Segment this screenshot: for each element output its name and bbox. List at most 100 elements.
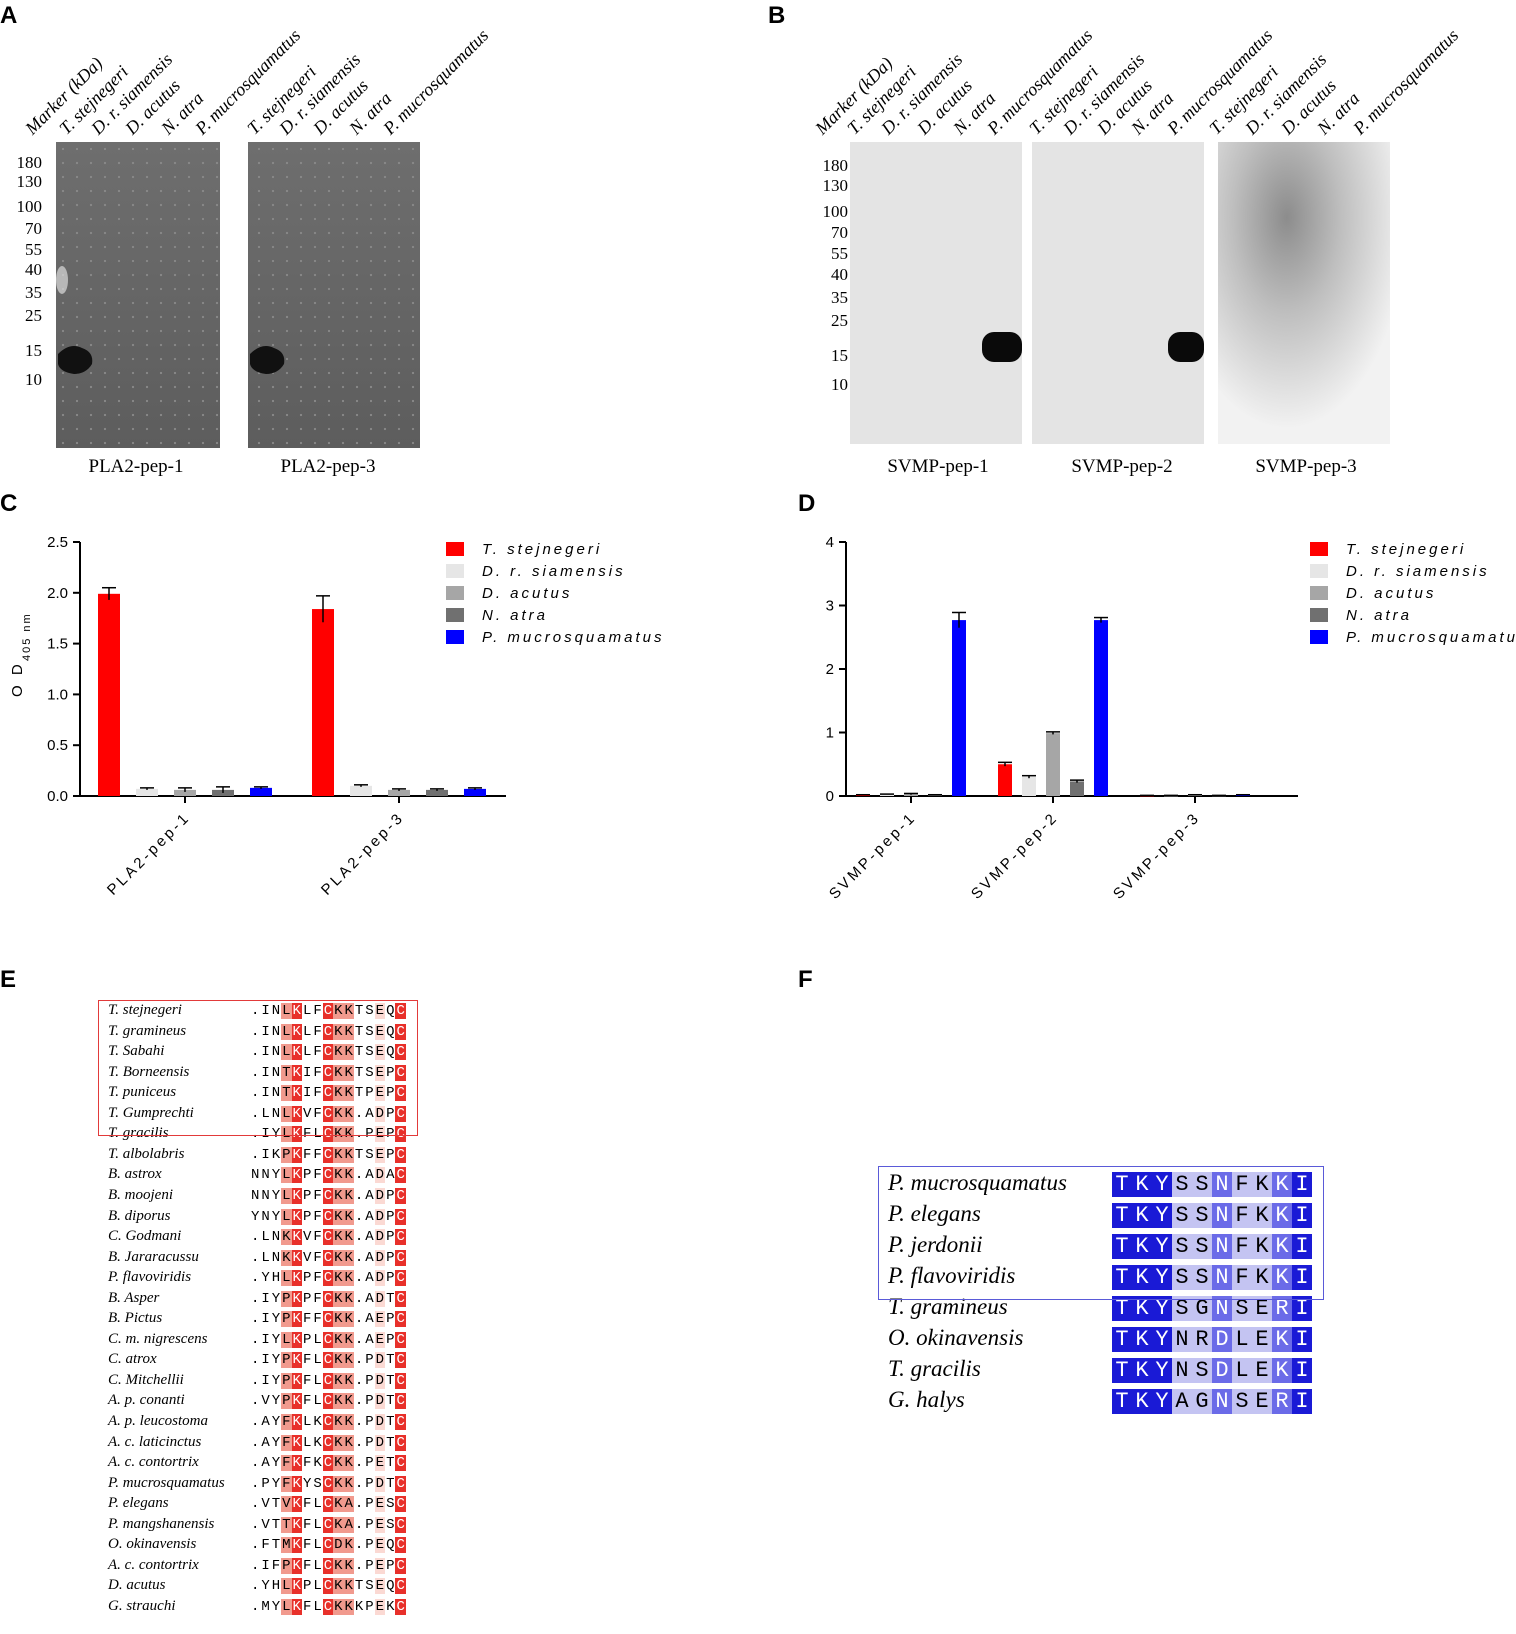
residue: P xyxy=(365,1475,374,1492)
residue: K xyxy=(313,1414,322,1430)
residue: E xyxy=(374,1085,386,1102)
residue: L xyxy=(281,1208,292,1225)
residue: Y xyxy=(271,1208,281,1225)
bar xyxy=(952,620,966,796)
residue: T xyxy=(281,1516,292,1533)
residue: T xyxy=(354,1578,364,1595)
legend-label: N. atra xyxy=(1346,607,1412,624)
residue: L xyxy=(261,1249,270,1266)
residue: Y xyxy=(271,1331,281,1348)
residue: Y xyxy=(271,1414,281,1430)
residue: N xyxy=(271,1044,281,1061)
residue: . xyxy=(354,1311,364,1328)
species-name: A. c. contortrix xyxy=(108,1454,199,1471)
residue: K xyxy=(343,1126,354,1143)
residue: L xyxy=(302,1414,312,1430)
residue: N xyxy=(271,1064,281,1081)
residue: E xyxy=(374,1044,386,1061)
bar xyxy=(250,787,272,796)
residue: C xyxy=(395,1393,406,1410)
residue: . xyxy=(250,1434,260,1451)
mw-marker: 15 xyxy=(25,341,42,360)
residue: K xyxy=(291,1475,302,1492)
residue: F xyxy=(281,1455,292,1472)
residue: P xyxy=(302,1578,312,1595)
residue: C xyxy=(395,1229,406,1246)
residue: T xyxy=(354,1146,364,1163)
residue: P xyxy=(281,1393,292,1410)
residue: C xyxy=(395,1496,406,1513)
residue: . xyxy=(354,1229,364,1246)
y-tick-label: 4 xyxy=(826,534,834,551)
x-tick-label: PLA2-pep-1 xyxy=(104,809,194,899)
residue: A xyxy=(365,1311,374,1328)
residue: . xyxy=(250,1003,260,1019)
residue: E xyxy=(374,1023,386,1040)
residue: P xyxy=(386,1270,395,1287)
residue: C xyxy=(322,1516,334,1533)
residue: K xyxy=(291,1414,302,1430)
y-tick-label: 0.0 xyxy=(47,788,68,805)
residue: N xyxy=(271,1085,281,1102)
lane-label: P. mucrosquamatus xyxy=(1349,25,1463,139)
residue: K xyxy=(291,1064,302,1081)
residue: K xyxy=(291,1249,302,1266)
residue: . xyxy=(354,1249,364,1266)
residue: C xyxy=(322,1167,334,1184)
y-tick-label: 2 xyxy=(826,661,834,678)
residue: K xyxy=(1132,1203,1152,1228)
blot-images-a xyxy=(56,142,420,448)
species-name: P. mucrosquamatus xyxy=(888,1170,1067,1195)
residue: E xyxy=(1252,1327,1272,1352)
residue: I xyxy=(261,1311,270,1328)
residue: . xyxy=(354,1434,364,1451)
residue: C xyxy=(395,1598,406,1615)
legend-swatch xyxy=(446,630,464,644)
residue: K xyxy=(343,1023,354,1040)
residue: S xyxy=(1192,1358,1212,1383)
residue: P xyxy=(386,1126,395,1143)
residue: . xyxy=(250,1085,260,1102)
residue: F xyxy=(1232,1203,1252,1228)
residue: S xyxy=(386,1496,395,1513)
residue: S xyxy=(1172,1203,1192,1228)
residue: Y xyxy=(271,1290,281,1307)
legend-label: D. acutus xyxy=(482,585,572,602)
residue: C xyxy=(395,1249,406,1266)
residue: K xyxy=(333,1290,344,1307)
residue: K xyxy=(343,1270,354,1287)
residue: P xyxy=(365,1085,374,1102)
residue: S xyxy=(1192,1172,1212,1197)
residue: T xyxy=(386,1455,395,1472)
residue: P xyxy=(281,1557,292,1574)
residue: K xyxy=(291,1023,302,1040)
y-axis-label-subscript: 405 nm xyxy=(21,612,33,661)
residue: R xyxy=(1272,1296,1292,1321)
residue: H xyxy=(271,1578,281,1595)
residue: T xyxy=(1112,1265,1132,1290)
residue: T xyxy=(1112,1327,1132,1352)
legend-swatch xyxy=(1310,630,1328,644)
residue: C xyxy=(322,1270,334,1287)
residue: Y xyxy=(271,1187,281,1204)
residue: D xyxy=(374,1208,386,1225)
residue: . xyxy=(354,1331,364,1348)
legend-swatch xyxy=(446,564,464,578)
species-name: T. albolabris xyxy=(108,1145,185,1162)
residue: I xyxy=(1292,1172,1312,1197)
species-name: P. flavoviridis xyxy=(108,1269,192,1286)
residue: P xyxy=(386,1105,395,1122)
residue: K xyxy=(333,1557,344,1574)
residue: V xyxy=(281,1496,292,1513)
mw-marker: 55 xyxy=(25,240,42,259)
residue: C xyxy=(322,1126,334,1143)
residue: C xyxy=(395,1434,406,1451)
species-name: C. atrox xyxy=(108,1351,157,1368)
residue: C xyxy=(395,1290,406,1307)
